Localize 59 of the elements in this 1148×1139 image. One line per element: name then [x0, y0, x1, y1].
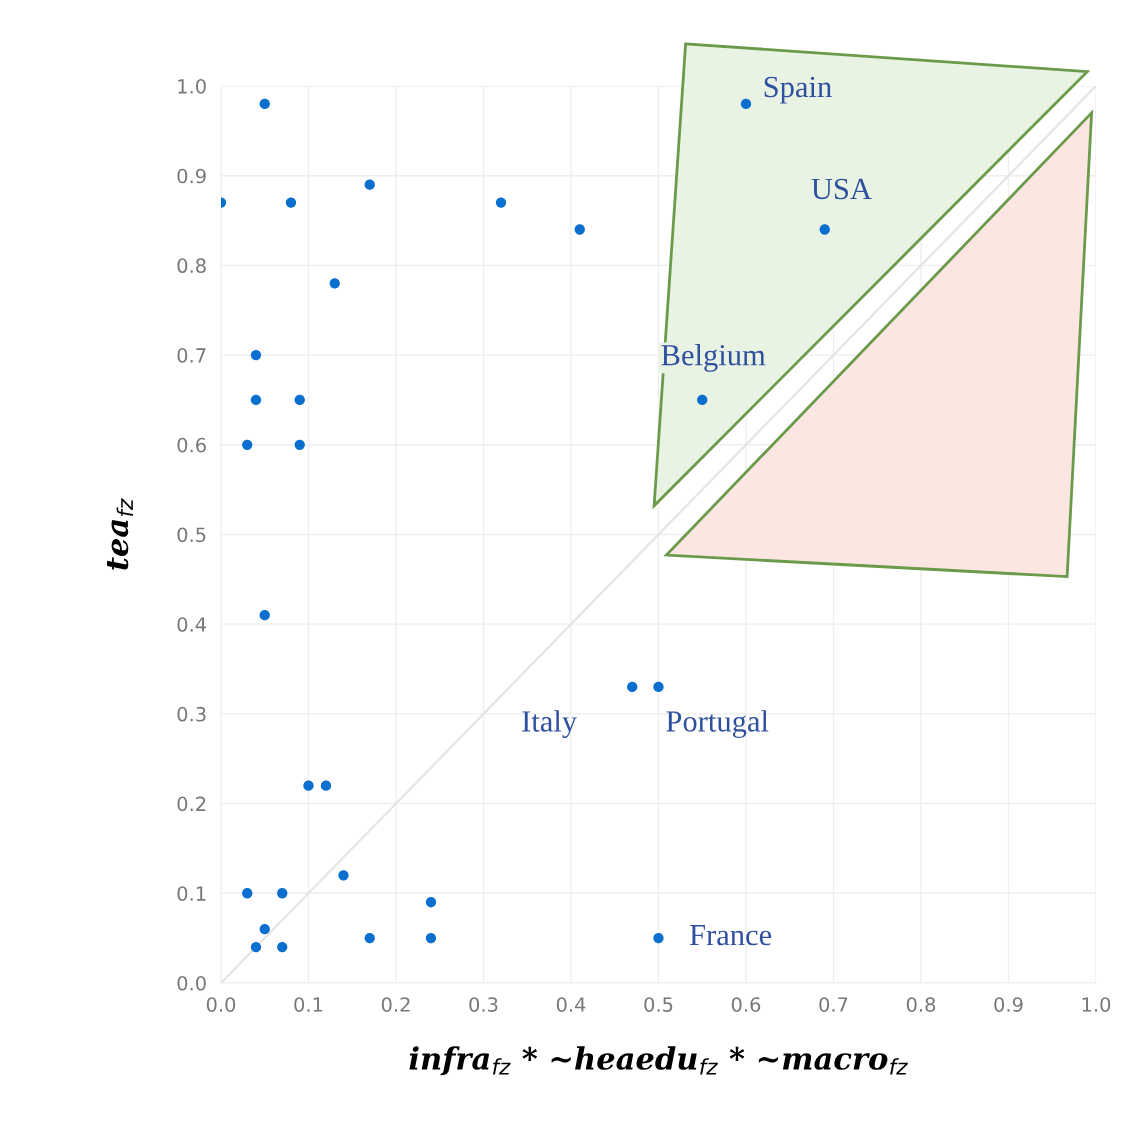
point [364, 179, 375, 190]
x-tick-label: 0.6 [731, 997, 761, 1012]
annotation: France [689, 925, 772, 946]
point [338, 870, 349, 881]
x-tick-label: 0.5 [644, 997, 673, 1012]
x-tick-label: 0.9 [994, 997, 1023, 1012]
y-tick-label: 0.5 [177, 527, 206, 543]
point [285, 197, 297, 208]
point [697, 394, 708, 406]
point [250, 394, 262, 406]
point [364, 932, 375, 944]
annotation: Belgium [661, 344, 766, 372]
point [242, 439, 253, 450]
point [425, 932, 437, 944]
x-tick-label: 1.0 [1082, 997, 1111, 1012]
point [574, 224, 585, 235]
annotation: Spain [764, 76, 832, 104]
point [250, 941, 262, 953]
y-tick-label: 0.8 [177, 258, 206, 274]
point [277, 941, 288, 953]
point [627, 681, 638, 693]
point [329, 278, 340, 289]
y-tick-label: 0.2 [177, 796, 206, 812]
point [819, 224, 830, 235]
point [653, 932, 664, 944]
point [320, 780, 332, 791]
x-tick-label: 0.7 [819, 997, 848, 1012]
x-tick-label: 0.3 [469, 997, 498, 1012]
x-tick-label: 0.4 [556, 997, 586, 1012]
y-tick-label: 0.6 [177, 437, 206, 453]
point [259, 610, 270, 621]
point [740, 98, 752, 110]
y-tick-label: 0.9 [177, 168, 206, 184]
point [303, 780, 314, 791]
point [250, 349, 262, 361]
annotation: Italy [522, 710, 578, 738]
point [242, 888, 253, 899]
annotation: Portugal [666, 710, 769, 738]
point [277, 888, 288, 899]
x-tick-label: 0.2 [381, 997, 410, 1012]
point [259, 923, 270, 935]
x-axis-title: infra$_{fz}$ * ~heaedu$_{fz}$ * ~macro$_{fz}$ [409, 1046, 908, 1076]
point [259, 98, 270, 110]
point [425, 897, 437, 908]
annotation: USA [811, 178, 872, 200]
y-axis-title: tea$_{fz}$ [107, 498, 133, 570]
y-tick-label: 0.3 [177, 706, 206, 722]
y-tick-label: 0.4 [177, 617, 207, 632]
y-tick-label: 0.1 [177, 886, 206, 901]
point [294, 394, 305, 406]
point [294, 439, 305, 450]
y-tick-label: 0.0 [177, 975, 206, 991]
x-tick-label: 0.0 [206, 997, 236, 1012]
y-tick-label: 1.0 [178, 78, 206, 94]
point [495, 197, 507, 208]
x-tick-label: 0.8 [906, 997, 936, 1012]
point [653, 681, 664, 693]
y-tick-label: 0.7 [177, 348, 206, 363]
x-tick-label: 0.1 [294, 997, 323, 1012]
